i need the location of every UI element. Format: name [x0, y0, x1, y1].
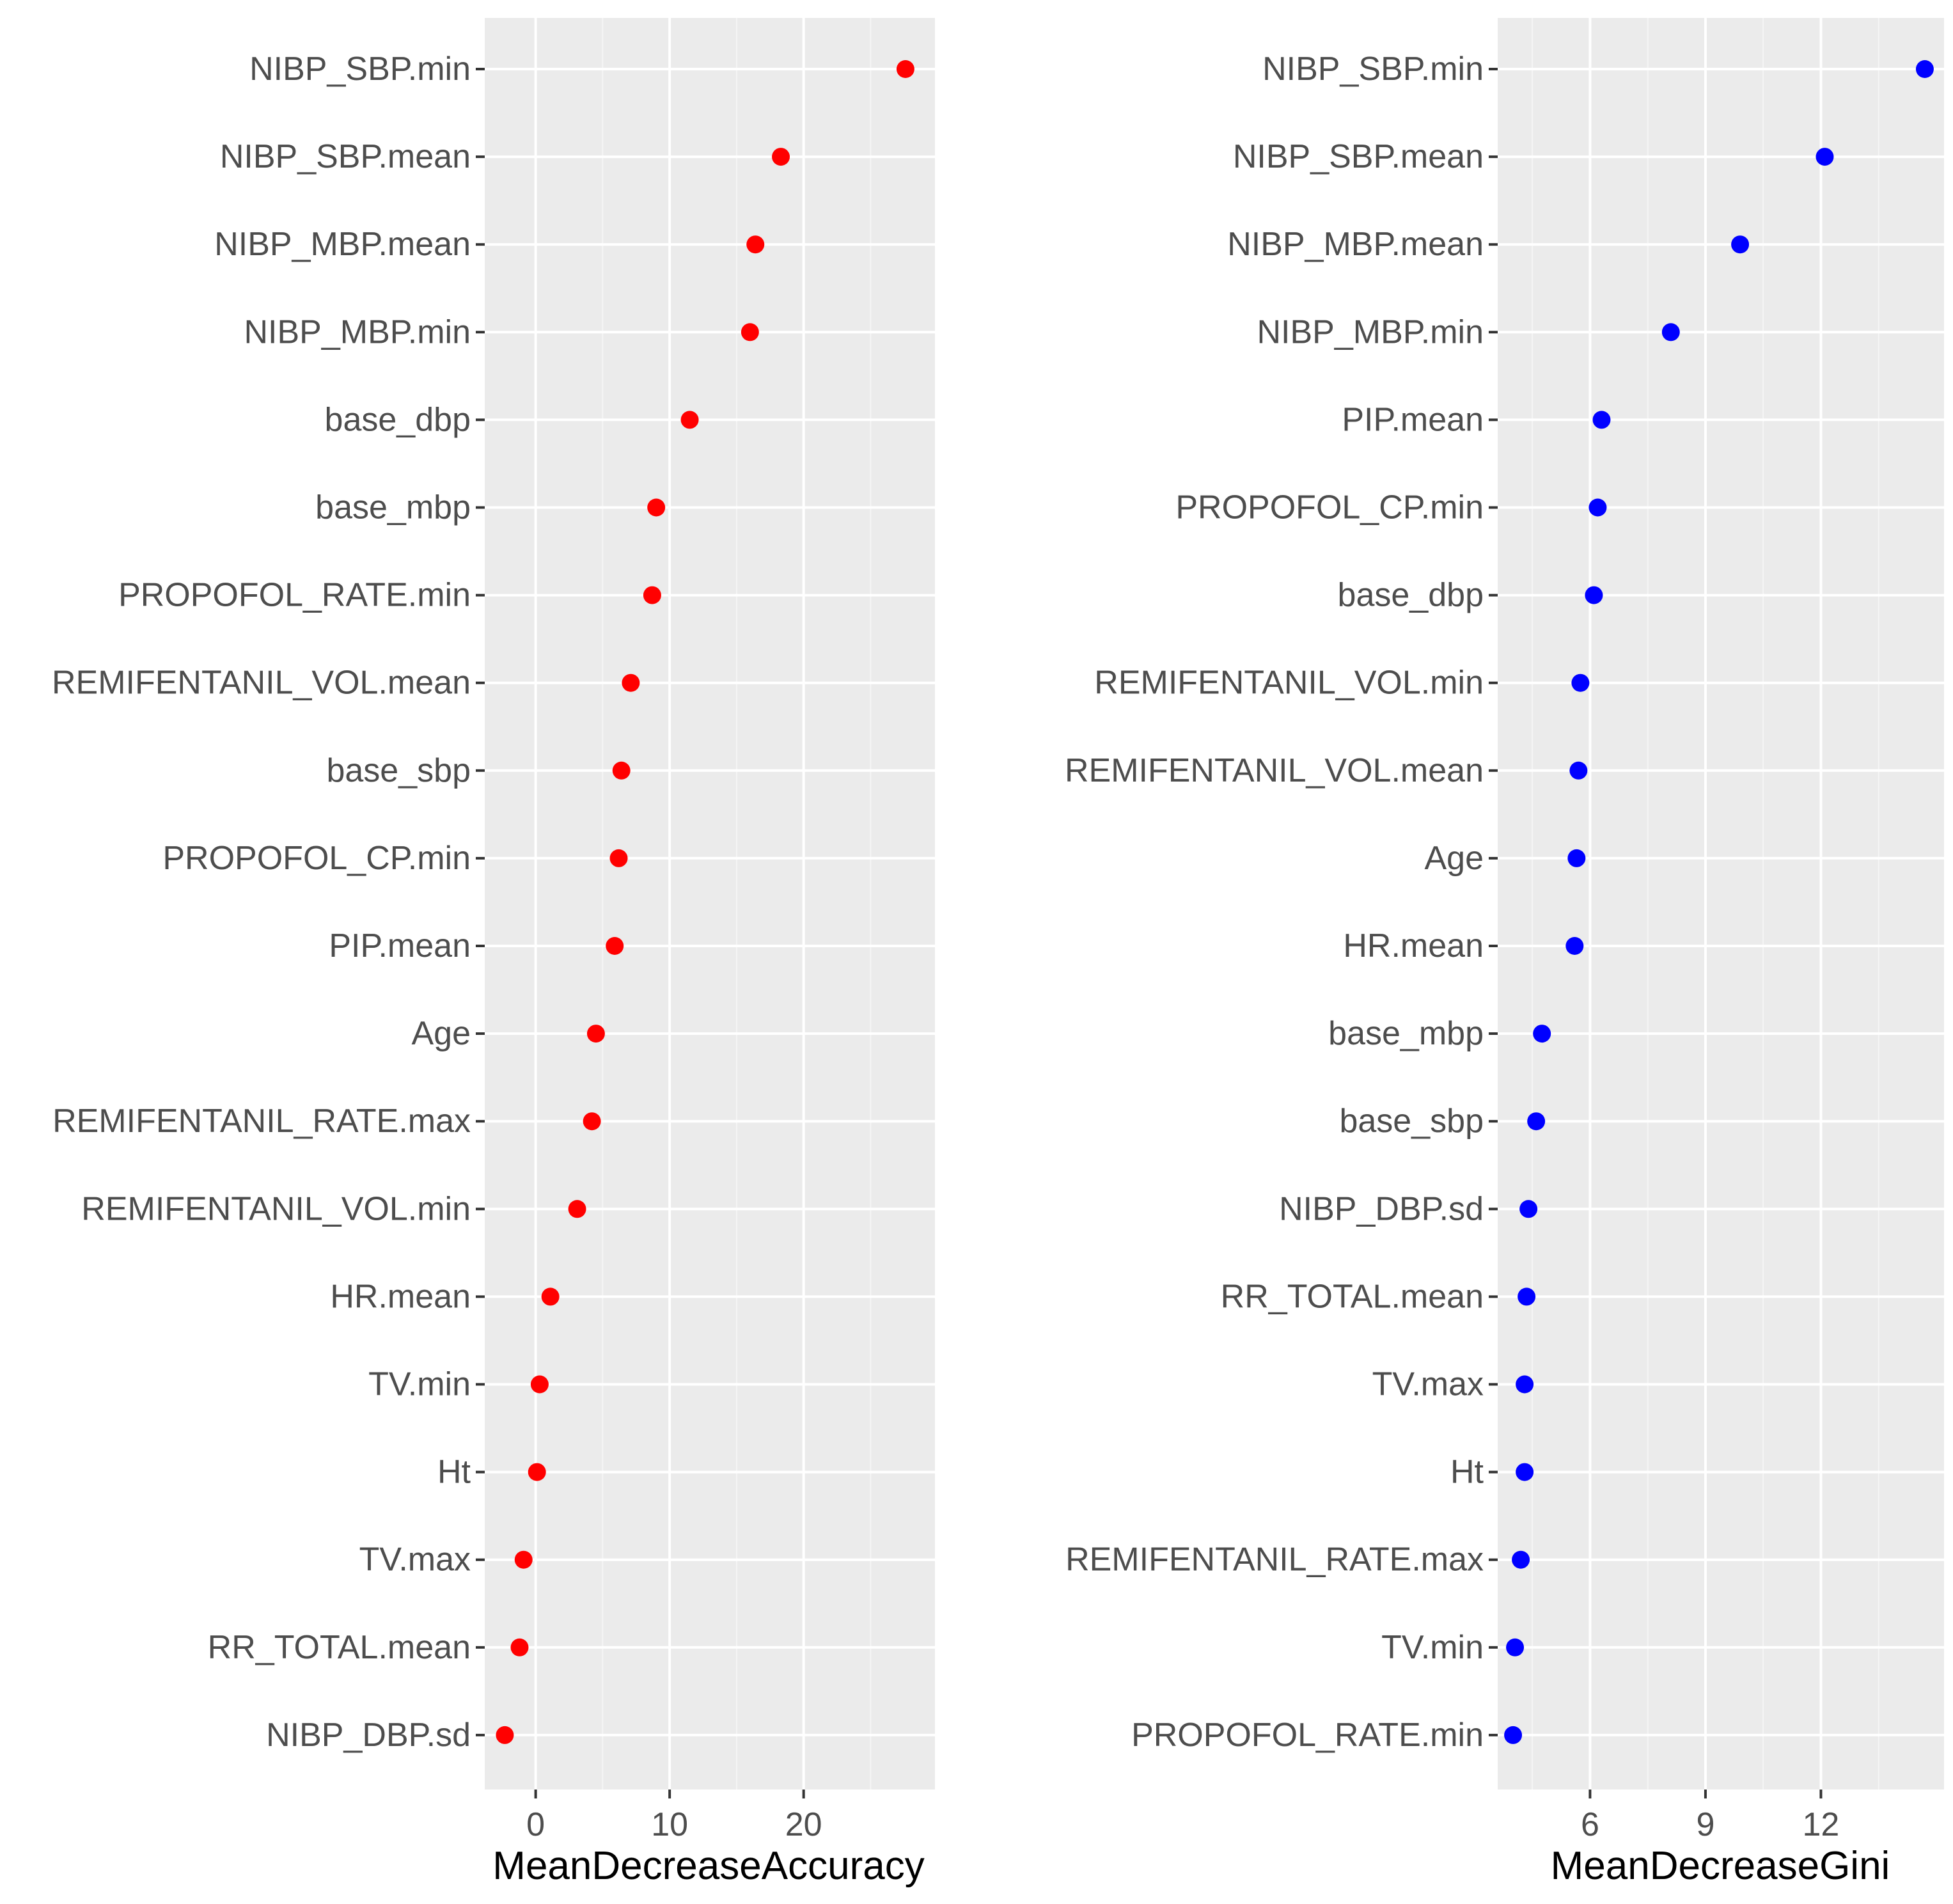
x-tick-label: 20	[785, 1806, 822, 1843]
panel-background	[485, 18, 935, 1790]
data-point	[1504, 1726, 1523, 1744]
data-point	[680, 411, 699, 429]
y-tick-label: PROPOFOL_RATE.min	[118, 577, 471, 614]
y-tick-label: HR.mean	[1343, 927, 1484, 964]
x-tick-label: 12	[1803, 1806, 1840, 1843]
data-point	[1569, 761, 1588, 780]
y-tick-label: NIBP_SBP.min	[249, 51, 471, 88]
data-point	[1661, 323, 1680, 342]
y-tick-label: REMIFENTANIL_VOL.min	[81, 1190, 471, 1227]
y-tick-label: PROPOFOL_CP.min	[162, 840, 471, 877]
data-point	[1588, 498, 1607, 517]
x-tick-label: 9	[1696, 1806, 1714, 1843]
y-tick-label: RR_TOTAL.mean	[208, 1629, 471, 1666]
y-tick-label: NIBP_MBP.min	[1257, 313, 1484, 350]
data-point	[1533, 1025, 1551, 1043]
y-tick-label: Ht	[1450, 1454, 1484, 1491]
data-point	[1567, 849, 1586, 867]
x-tick-label: 6	[1581, 1806, 1599, 1843]
y-tick-label: REMIFENTANIL_RATE.max	[52, 1103, 471, 1140]
y-tick-label: NIBP_DBP.sd	[1279, 1190, 1484, 1227]
x-tick-label: 10	[651, 1806, 688, 1843]
y-tick-label: base_mbp	[1328, 1015, 1484, 1052]
data-point	[1592, 411, 1611, 429]
y-tick-label: REMIFENTANIL_RATE.max	[1065, 1541, 1484, 1578]
data-point	[1519, 1200, 1538, 1218]
data-point	[609, 849, 628, 867]
y-tick-label: Ht	[437, 1454, 471, 1491]
data-point	[568, 1200, 586, 1218]
data-point	[647, 498, 666, 517]
y-tick-label: TV.max	[359, 1541, 471, 1578]
data-point	[896, 60, 914, 78]
data-point	[510, 1638, 529, 1656]
data-point	[1565, 937, 1584, 955]
x-axis-title: MeanDecreaseAccuracy	[492, 1844, 924, 1888]
y-tick-label: PIP.mean	[329, 927, 471, 964]
data-point	[1506, 1638, 1525, 1656]
data-point	[772, 148, 790, 166]
y-tick-label: NIBP_SBP.mean	[220, 138, 471, 175]
data-point	[1585, 586, 1603, 604]
panel-background	[1498, 18, 1944, 1790]
data-point	[1512, 1550, 1530, 1569]
data-point	[606, 937, 624, 955]
y-tick-label: Age	[411, 1015, 471, 1052]
data-point	[530, 1375, 549, 1394]
x-axis-title: MeanDecreaseGini	[1551, 1844, 1890, 1888]
y-tick-label: RR_TOTAL.mean	[1221, 1278, 1484, 1315]
y-tick-label: TV.max	[1372, 1366, 1484, 1403]
data-point	[622, 673, 640, 692]
y-tick-label: Age	[1424, 840, 1484, 877]
data-point	[1527, 1112, 1546, 1131]
y-tick-label: NIBP_DBP.sd	[266, 1717, 471, 1754]
y-tick-label: REMIFENTANIL_VOL.min	[1094, 665, 1484, 702]
y-tick-label: base_dbp	[1338, 577, 1484, 614]
data-point	[496, 1726, 514, 1744]
data-point	[514, 1550, 533, 1569]
y-tick-label: NIBP_MBP.min	[244, 313, 471, 350]
y-tick-label: base_sbp	[326, 752, 471, 789]
data-point	[612, 761, 631, 780]
y-tick-label: REMIFENTANIL_VOL.mean	[52, 665, 471, 702]
data-point	[541, 1287, 560, 1306]
y-tick-label: PROPOFOL_RATE.min	[1131, 1717, 1484, 1754]
y-tick-label: REMIFENTANIL_VOL.mean	[1065, 752, 1484, 789]
chart-panel-1: NIBP_SBP.min NIBP_SBP.mean NIBP_MBP.mean NI…	[52, 18, 935, 1888]
y-tick-label: base_dbp	[325, 401, 471, 438]
y-tick-label: NIBP_MBP.mean	[1227, 226, 1484, 263]
data-point	[1915, 60, 1934, 78]
y-tick-label: TV.min	[1381, 1629, 1484, 1666]
y-tick-label: base_mbp	[315, 489, 471, 526]
data-point	[746, 235, 765, 254]
y-tick-label: PROPOFOL_CP.min	[1175, 489, 1484, 526]
data-point	[528, 1463, 546, 1481]
y-tick-label: HR.mean	[330, 1278, 471, 1315]
chart-panel-2: NIBP_SBP.min NIBP_SBP.mean NIBP_MBP.mean NI…	[1065, 18, 1944, 1888]
data-point	[586, 1025, 605, 1043]
data-point	[741, 323, 759, 342]
data-point	[1518, 1287, 1536, 1306]
y-tick-label: PIP.mean	[1342, 401, 1484, 438]
data-point	[583, 1112, 601, 1131]
y-tick-label: base_sbp	[1339, 1103, 1484, 1140]
y-tick-label: NIBP_SBP.mean	[1233, 138, 1484, 175]
y-tick-label: NIBP_SBP.min	[1262, 51, 1484, 88]
data-point	[1571, 673, 1590, 692]
data-point	[643, 586, 661, 604]
y-tick-label: TV.min	[368, 1366, 471, 1403]
data-point	[1731, 235, 1750, 254]
x-tick-label: 0	[526, 1806, 545, 1843]
data-point	[1516, 1375, 1534, 1394]
data-point	[1816, 148, 1834, 166]
y-tick-label: NIBP_MBP.mean	[214, 226, 471, 263]
data-point	[1516, 1463, 1534, 1481]
